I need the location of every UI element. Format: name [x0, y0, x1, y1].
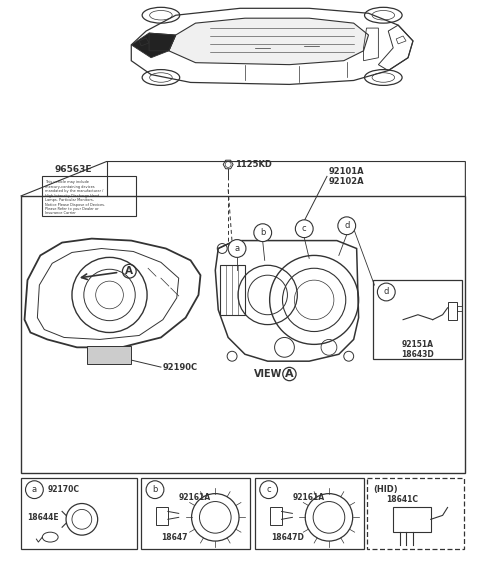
Text: d: d	[384, 288, 389, 296]
Bar	[87, 346, 131, 364]
Bar	[21, 478, 137, 549]
Text: This vehicle may include: This vehicle may include	[45, 180, 89, 184]
Circle shape	[377, 283, 395, 301]
Text: 18644E: 18644E	[27, 513, 59, 522]
Text: a: a	[32, 485, 37, 494]
Circle shape	[295, 220, 313, 237]
Text: 92102A: 92102A	[329, 177, 365, 186]
Bar	[141, 478, 250, 549]
Text: High-Intensity Discharge Head: High-Intensity Discharge Head	[45, 194, 99, 198]
Bar	[220, 265, 245, 315]
Text: 92101A: 92101A	[329, 167, 365, 176]
Text: b: b	[152, 485, 158, 494]
Text: VIEW: VIEW	[253, 369, 282, 379]
Bar	[447, 302, 457, 320]
Text: (HID): (HID)	[373, 485, 398, 494]
Bar	[457, 306, 462, 311]
Circle shape	[254, 224, 272, 242]
Text: Please Refer to your Dealer or: Please Refer to your Dealer or	[45, 207, 99, 211]
Bar	[156, 508, 168, 526]
Text: 96563E: 96563E	[54, 165, 92, 174]
Text: 92161A: 92161A	[292, 493, 324, 502]
Circle shape	[338, 217, 356, 235]
Text: Lamps. Particular Monitors,: Lamps. Particular Monitors,	[45, 198, 94, 202]
Text: c: c	[266, 485, 271, 494]
Text: 18647D: 18647D	[272, 533, 304, 542]
Circle shape	[25, 481, 43, 499]
Text: mercury-containing devices: mercury-containing devices	[45, 184, 95, 189]
Text: d: d	[344, 221, 349, 230]
Text: 1125KD: 1125KD	[235, 160, 272, 169]
Text: mandated by the manufacturer /: mandated by the manufacturer /	[45, 189, 104, 193]
Text: 92161A: 92161A	[179, 493, 211, 502]
Bar	[42, 176, 136, 216]
Text: a: a	[234, 244, 240, 253]
Circle shape	[228, 240, 246, 257]
Bar	[367, 478, 464, 549]
Bar	[270, 508, 281, 526]
Text: 18641C: 18641C	[386, 495, 418, 504]
Text: A: A	[125, 266, 133, 276]
Text: b: b	[260, 228, 265, 237]
Bar	[255, 478, 363, 549]
Bar	[21, 196, 466, 473]
Bar	[373, 280, 462, 359]
Circle shape	[260, 481, 277, 499]
Text: 18647: 18647	[161, 533, 187, 542]
Bar	[393, 508, 431, 532]
Text: 18643D: 18643D	[402, 350, 434, 359]
Text: 92151A: 92151A	[402, 340, 434, 349]
Text: 92190C: 92190C	[163, 363, 198, 372]
Text: Insurance Carrier: Insurance Carrier	[45, 211, 76, 215]
Text: A: A	[285, 369, 294, 379]
Text: 92170C: 92170C	[47, 485, 79, 494]
Polygon shape	[131, 33, 176, 58]
Text: Notice Please Dispose of Devices.: Notice Please Dispose of Devices.	[45, 203, 106, 207]
Polygon shape	[169, 18, 369, 65]
Circle shape	[146, 481, 164, 499]
Text: c: c	[302, 224, 307, 233]
